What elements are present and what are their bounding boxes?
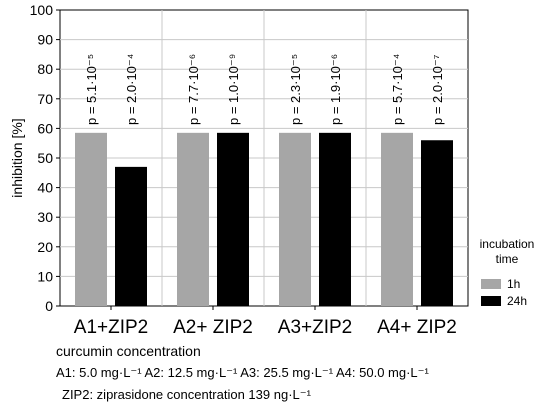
- y-tick-label: 30: [37, 209, 53, 225]
- bar-1h: [279, 132, 311, 306]
- category-label: A4+ ZIP2: [377, 317, 457, 338]
- p-value-annotation: p = 1.0·10⁻⁹: [226, 54, 241, 125]
- bar-1h: [381, 132, 413, 306]
- y-tick-label: 100: [30, 2, 54, 18]
- legend-swatch-24h: [481, 296, 501, 306]
- bar-1h: [177, 132, 209, 306]
- legend-label: 24h: [507, 294, 527, 308]
- bar-24h: [319, 132, 351, 306]
- legend-label: 1h: [507, 277, 520, 291]
- y-tick-label: 40: [37, 180, 53, 196]
- category-label: A2+ ZIP2: [173, 317, 253, 338]
- concentration-note: A1: 5.0 mg·L⁻¹ A2: 12.5 mg·L⁻¹ A3: 25.5 …: [56, 365, 429, 380]
- y-tick-label: 50: [37, 150, 53, 166]
- legend-title: incubation: [480, 237, 535, 251]
- legend-swatch-1h: [481, 279, 501, 289]
- y-tick-label: 90: [37, 32, 53, 48]
- y-tick-label: 60: [37, 120, 53, 136]
- p-value-annotation: p = 2.0·10⁻⁴: [124, 54, 139, 125]
- p-value-annotation: p = 1.9·10⁻⁶: [328, 54, 343, 125]
- p-value-annotation: p = 5.1·10⁻⁵: [84, 54, 99, 125]
- p-value-annotation: p = 2.0·10⁻⁷: [430, 54, 445, 125]
- p-value-annotation: p = 7.7·10⁻⁶: [186, 54, 201, 125]
- bar-24h: [217, 132, 249, 306]
- y-tick-label: 20: [37, 239, 53, 255]
- category-label: A3+ZIP2: [278, 317, 352, 338]
- x-axis-label: curcumin concentration: [56, 343, 201, 359]
- y-tick-label: 70: [37, 91, 53, 107]
- p-value-annotation: p = 2.3·10⁻⁵: [288, 54, 303, 125]
- legend-title: time: [496, 252, 519, 266]
- y-axis-label: inhibition [%]: [9, 118, 25, 197]
- bar-24h: [115, 166, 147, 306]
- y-tick-label: 0: [45, 298, 53, 314]
- ziprasidone-note: ZIP2: ziprasidone concentration 139 ng·L…: [62, 387, 311, 402]
- p-value-annotation: p = 5.7·10⁻⁴: [390, 54, 405, 125]
- y-tick-label: 10: [37, 268, 53, 284]
- y-tick-label: 80: [37, 61, 53, 77]
- category-label: A1+ZIP2: [74, 317, 148, 338]
- bar-1h: [75, 132, 107, 306]
- bar-24h: [421, 140, 453, 306]
